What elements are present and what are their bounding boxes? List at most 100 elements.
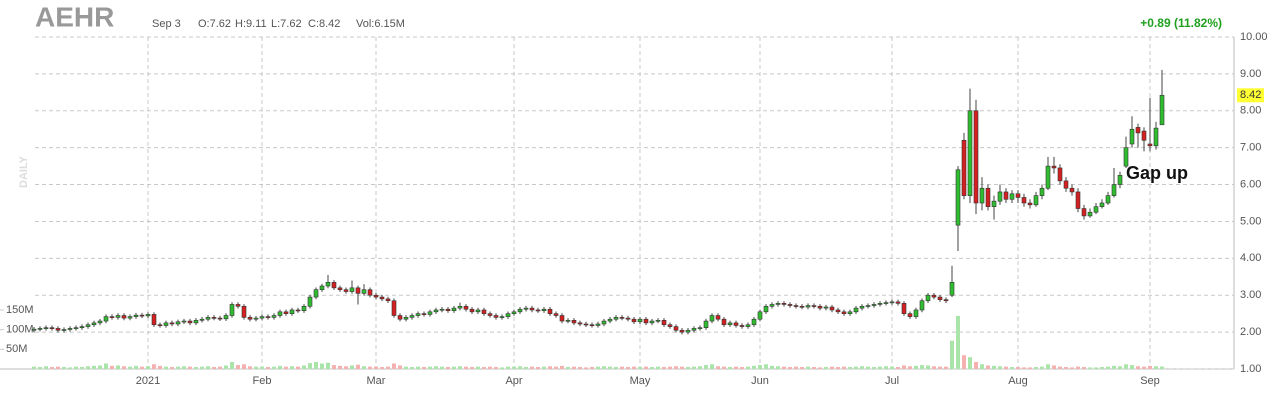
volume-bar	[500, 367, 504, 369]
volume-bar	[140, 366, 144, 369]
candle-body	[955, 169, 961, 226]
volume-bar	[1154, 366, 1158, 369]
volume-bar	[122, 366, 126, 369]
volume-bar	[314, 361, 318, 369]
candle-body	[787, 304, 793, 306]
candle-body	[1045, 165, 1051, 189]
volume-bar	[104, 363, 108, 369]
x-tick-label: Apr	[505, 375, 522, 387]
volume-bar	[380, 367, 384, 369]
volume-bar	[1076, 366, 1080, 369]
volume-bar	[356, 364, 360, 369]
candle-body	[607, 318, 613, 322]
volume-bar	[812, 367, 816, 369]
candle-body	[115, 315, 121, 318]
candle-body	[895, 301, 901, 304]
volume-bar	[530, 366, 534, 369]
candle-body	[985, 187, 991, 207]
y-tick-label: 2.00	[1240, 326, 1261, 338]
candle-body	[355, 287, 361, 294]
volume-bar	[1124, 364, 1128, 369]
volume-bar	[818, 367, 822, 369]
candle-body	[1153, 127, 1159, 147]
candle-body	[319, 285, 325, 290]
candle-body	[1123, 147, 1129, 167]
volume-bar	[1130, 365, 1134, 369]
volume-bar	[902, 365, 906, 369]
volume-bar	[662, 367, 666, 369]
last-price-box	[1237, 88, 1264, 103]
candle-body	[1057, 167, 1063, 182]
volume-bar	[896, 367, 900, 369]
volume-bar	[764, 364, 768, 369]
candle-body	[733, 322, 739, 326]
volume-bar	[422, 367, 426, 369]
candle-body	[409, 315, 415, 318]
candle-body	[919, 300, 925, 311]
volume-bar	[260, 366, 264, 369]
volume-bar	[866, 366, 870, 369]
volume-bar	[404, 366, 408, 369]
candle-body	[103, 316, 109, 322]
volume-bar	[272, 366, 276, 369]
candle-body	[817, 305, 823, 309]
candle-body	[925, 294, 931, 302]
volume-bar	[962, 355, 966, 369]
volume-bar	[398, 365, 402, 369]
candle-body	[1111, 184, 1117, 196]
volume-bar	[242, 364, 246, 369]
candle-body	[853, 307, 859, 313]
candle-body	[949, 282, 955, 296]
change: +0.89 (11.82%)	[1140, 16, 1222, 30]
candle-body	[217, 317, 223, 320]
volume-bar	[344, 366, 348, 369]
candle-body	[1021, 197, 1027, 204]
candle-body	[235, 304, 241, 307]
volume-bar	[794, 366, 798, 369]
volume-bar	[872, 367, 876, 369]
volume-bar	[266, 367, 270, 369]
candle-body	[1135, 127, 1141, 134]
candle-body	[481, 309, 487, 314]
candle-body	[805, 305, 811, 308]
candle-body	[625, 317, 631, 320]
candle-body	[1015, 193, 1021, 198]
volume-bar	[1142, 366, 1146, 369]
volume-bar	[428, 366, 432, 369]
candle-body	[1069, 187, 1075, 193]
volume-bar	[164, 366, 168, 369]
candle-body	[667, 324, 673, 327]
candle-body	[367, 289, 373, 296]
candle-body	[37, 328, 43, 330]
volume-bar	[38, 367, 42, 369]
volume-bar	[536, 367, 540, 369]
candle-body	[31, 328, 37, 331]
candle-body	[241, 305, 247, 318]
candle-body	[145, 314, 151, 317]
volume-bar	[440, 366, 444, 369]
candle-body	[343, 289, 349, 292]
volume-bar	[152, 364, 156, 369]
candle-body	[637, 318, 643, 323]
volume-bar	[1160, 366, 1164, 369]
volume-bar	[770, 365, 774, 369]
y-tick-label: 8.00	[1240, 105, 1261, 117]
candle-body	[211, 317, 217, 319]
candle-body	[223, 315, 229, 320]
volume-bar	[590, 367, 594, 369]
volume-bar	[296, 366, 300, 369]
candle-body	[187, 320, 193, 324]
open-text: O:7.62	[198, 18, 231, 30]
last-price-label: 8.42	[1240, 89, 1261, 101]
volume-bar	[452, 366, 456, 369]
candle-body	[709, 315, 715, 322]
candle-body	[1099, 202, 1105, 207]
volume-bar	[86, 366, 90, 369]
volume-bar	[236, 365, 240, 369]
candle-body	[253, 317, 259, 320]
volume-bar	[584, 367, 588, 369]
candle-body	[1033, 195, 1039, 206]
volume-bar	[620, 366, 624, 369]
volume-bar	[116, 365, 120, 369]
volume-bar	[368, 366, 372, 369]
